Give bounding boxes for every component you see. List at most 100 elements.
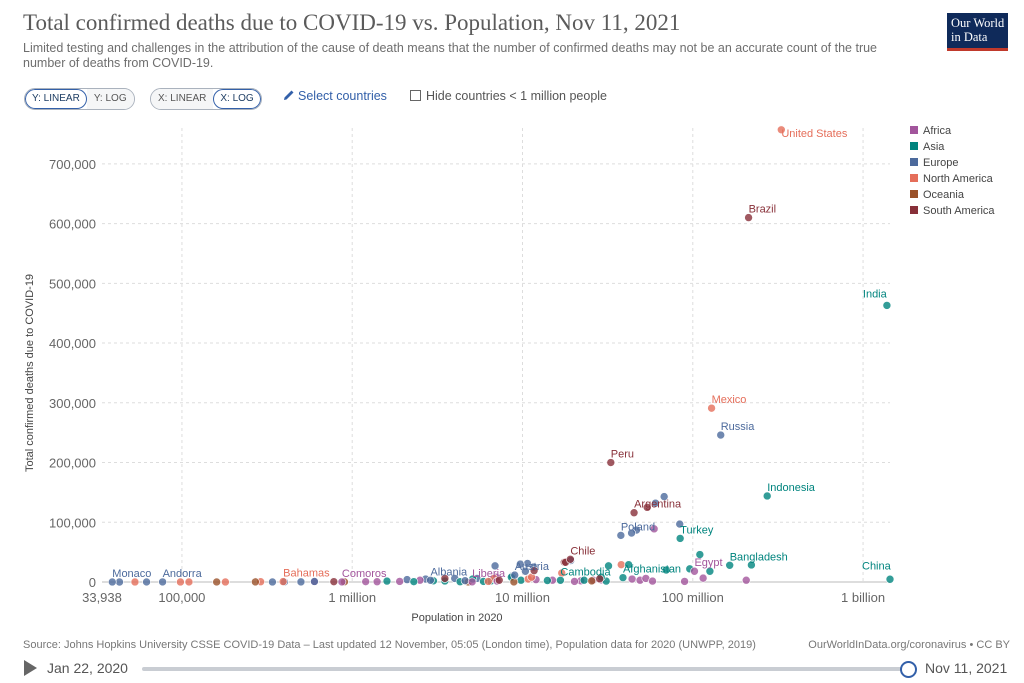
- data-point: [556, 575, 565, 585]
- data-point: [529, 566, 539, 575]
- data-point: [212, 577, 221, 587]
- data-point: [310, 577, 319, 586]
- data-point: [251, 577, 260, 587]
- data-point: [627, 574, 637, 584]
- data-point: [744, 213, 753, 222]
- data-label: Poland: [621, 521, 655, 533]
- data-label: Argentina: [634, 499, 682, 511]
- data-label: Austria: [515, 561, 550, 573]
- select-countries-button[interactable]: Select countries: [283, 89, 387, 103]
- legend-swatch: [910, 158, 918, 166]
- y-tick-label: 100,000: [49, 515, 96, 530]
- data-label: Indonesia: [767, 482, 816, 494]
- data-point: [494, 575, 504, 585]
- data-point: [618, 573, 628, 582]
- data-label: Peru: [611, 449, 634, 461]
- legend-item[interactable]: Oceania: [910, 187, 995, 203]
- data-point: [698, 573, 708, 583]
- data-label: Andorra: [163, 568, 203, 580]
- legend-swatch: [910, 206, 918, 214]
- data-label: Bangladesh: [730, 551, 788, 563]
- data-point: [490, 561, 500, 571]
- play-button[interactable]: [24, 660, 37, 676]
- legend-label: Europe: [923, 157, 959, 169]
- y-tick-label: 400,000: [49, 336, 96, 351]
- legend-swatch: [910, 126, 918, 134]
- legend-swatch: [910, 142, 918, 150]
- data-point: [659, 492, 669, 501]
- timeline-end-date: Nov 11, 2021: [925, 660, 1008, 676]
- y-tick-label: 0: [89, 575, 96, 590]
- data-point: [649, 524, 659, 534]
- data-label: Turkey: [680, 524, 714, 536]
- x-axis-label: Population in 2020: [411, 612, 502, 624]
- data-point: [278, 577, 288, 586]
- data-point: [372, 577, 382, 587]
- data-label: Afghanistan: [623, 564, 681, 576]
- legend-item[interactable]: Africa: [910, 123, 995, 139]
- data-point: [268, 577, 277, 587]
- data-point: [606, 458, 616, 467]
- data-point: [777, 125, 786, 135]
- data-point: [296, 577, 306, 587]
- y-tick-label: 200,000: [49, 456, 96, 471]
- data-point: [467, 577, 477, 587]
- source-note: Source: Johns Hopkins University CSSE CO…: [23, 639, 756, 651]
- data-point: [627, 528, 636, 538]
- data-label: Brazil: [749, 204, 777, 216]
- legend-item[interactable]: North America: [910, 171, 995, 187]
- data-point: [130, 577, 140, 587]
- x-tick-label: 10 million: [495, 590, 550, 605]
- timeline-track[interactable]: [142, 667, 908, 671]
- y-tick-label: 300,000: [49, 396, 96, 411]
- y-tick-label: 700,000: [49, 157, 96, 172]
- data-point: [690, 566, 699, 576]
- y-axis-label: Total confirmed deaths due to COVID-19: [24, 274, 36, 472]
- legend: Africa Asia Europe North America Oceania Sout…: [910, 123, 995, 219]
- data-point: [616, 531, 626, 540]
- data-point: [695, 550, 705, 559]
- data-point: [158, 577, 167, 587]
- data-point: [543, 576, 552, 585]
- data-point: [624, 560, 633, 569]
- data-point: [515, 559, 525, 569]
- x-log-button[interactable]: X: LOG: [213, 89, 261, 109]
- select-countries-label: Select countries: [298, 89, 387, 103]
- legend-item[interactable]: Europe: [910, 155, 995, 171]
- timeline-handle[interactable]: [900, 661, 917, 678]
- y-tick-label: 600,000: [49, 217, 96, 232]
- data-point: [510, 570, 520, 580]
- data-point: [725, 560, 734, 570]
- checkbox-box[interactable]: [410, 90, 421, 101]
- data-point: [176, 577, 185, 587]
- legend-item[interactable]: Asia: [910, 139, 995, 155]
- legend-label: South America: [923, 205, 995, 217]
- owid-link[interactable]: OurWorldInData.org/coronavirus • CC BY: [808, 639, 1010, 651]
- legend-label: Africa: [923, 125, 952, 137]
- data-label: Cambodia: [560, 566, 611, 578]
- scatter-plot: 0 100,000 200,000 300,000 400,000 500,000 600,…: [24, 125, 895, 624]
- x-tick-label: 1 billion: [841, 590, 885, 605]
- data-point: [648, 576, 657, 586]
- y-linear-button[interactable]: Y: LINEAR: [25, 89, 87, 109]
- y-log-button[interactable]: Y: LOG: [86, 89, 134, 109]
- data-label: Russia: [721, 421, 756, 433]
- legend-swatch: [910, 190, 918, 198]
- data-point: [675, 534, 685, 543]
- data-point: [395, 577, 404, 586]
- data-point: [707, 403, 716, 413]
- hide-small-countries-checkbox[interactable]: Hide countries < 1 million people: [410, 89, 607, 103]
- pencil-icon: [284, 90, 294, 100]
- y-tick-label: 500,000: [49, 276, 96, 291]
- data-point: [642, 503, 652, 512]
- data-point: [885, 574, 895, 584]
- x-tick-label: 100,000: [158, 590, 205, 605]
- y-scale-toggle: Y: LINEAR Y: LOG: [24, 88, 135, 110]
- legend-item[interactable]: South America: [910, 203, 995, 219]
- x-linear-button[interactable]: X: LINEAR: [151, 89, 214, 109]
- owid-logo[interactable]: Our World in Data: [947, 13, 1008, 51]
- data-point: [521, 566, 530, 576]
- data-point: [762, 491, 772, 501]
- data-point: [337, 577, 347, 587]
- data-label: Comoros: [342, 568, 387, 580]
